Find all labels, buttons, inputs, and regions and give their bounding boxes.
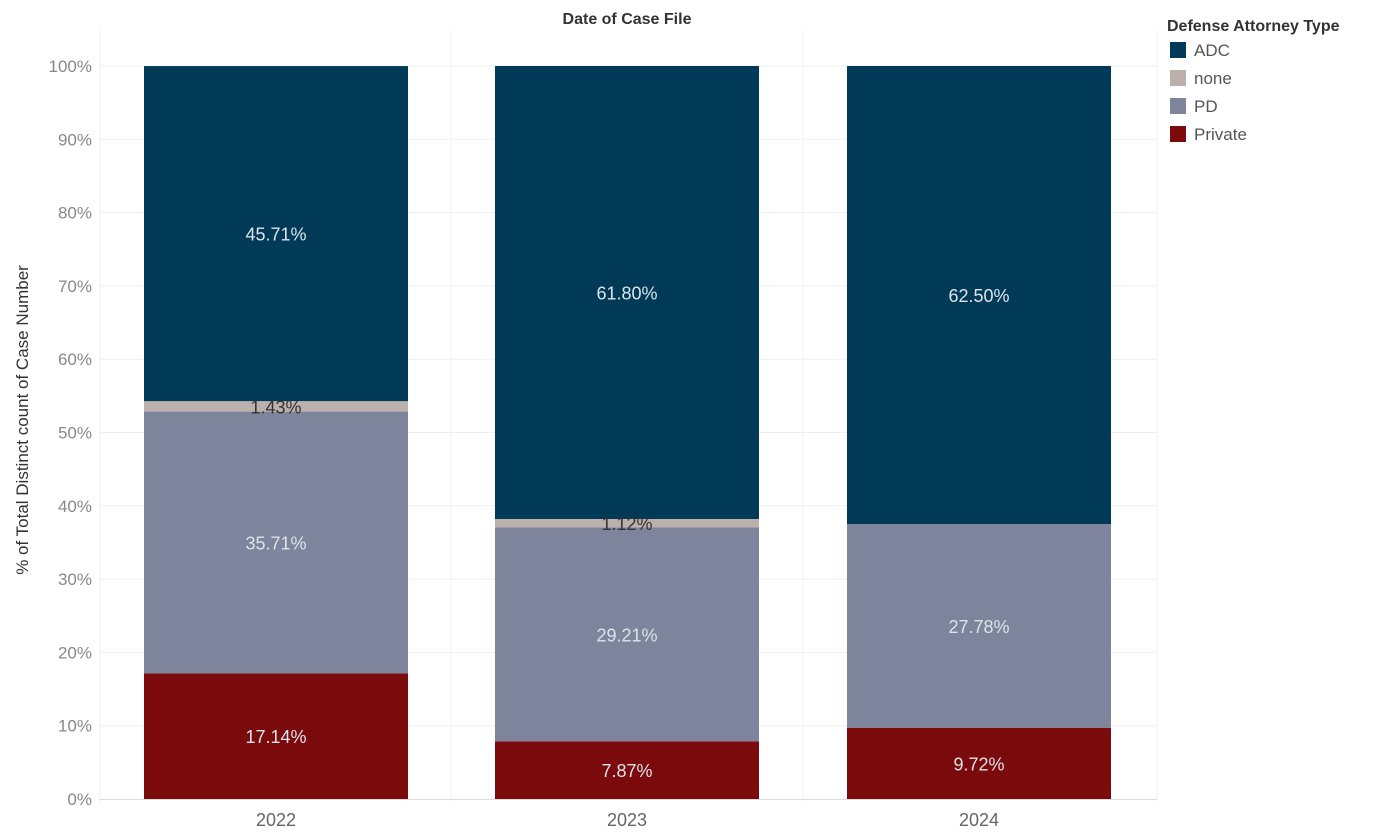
legend-swatch-adc (1170, 42, 1186, 58)
y-tick-label: 40% (58, 497, 92, 516)
y-tick-label: 20% (58, 643, 92, 662)
data-label: 27.78% (948, 617, 1009, 637)
legend-label-none: none (1194, 69, 1232, 88)
y-tick-label: 30% (58, 570, 92, 589)
y-tick-label: 60% (58, 350, 92, 369)
legend-label-adc: ADC (1194, 41, 1230, 60)
x-tick-label: 2022 (256, 810, 296, 828)
data-label: 45.71% (245, 225, 306, 245)
legend-swatch-pd (1170, 98, 1186, 114)
x-tick-label: 2023 (607, 810, 647, 828)
data-label: 7.87% (601, 761, 652, 781)
legend-swatch-none (1170, 70, 1186, 86)
legend: Defense Attorney Type ADC none PD Private (1167, 18, 1340, 144)
data-label: 29.21% (596, 625, 657, 645)
y-tick-label: 0% (67, 790, 92, 809)
bars-layer (144, 66, 1111, 799)
y-tick-label: 100% (49, 57, 92, 76)
y-tick-label: 90% (58, 130, 92, 149)
data-label: 61.80% (596, 283, 657, 303)
data-label: 35.71% (245, 533, 306, 553)
y-tick-label: 50% (58, 424, 92, 443)
y-tick-label: 10% (58, 717, 92, 736)
legend-swatch-private (1170, 126, 1186, 142)
chart-title: Date of Case File (563, 11, 692, 28)
y-tick-label: 70% (58, 277, 92, 296)
data-label: 1.12% (601, 514, 652, 534)
y-axis-label: % of Total Distinct count of Case Number (13, 265, 32, 575)
legend-label-pd: PD (1194, 97, 1218, 116)
y-tick-label: 80% (58, 204, 92, 223)
data-label: 9.72% (953, 754, 1004, 774)
data-label: 17.14% (245, 727, 306, 747)
legend-label-private: Private (1194, 125, 1247, 144)
x-tick-label: 2024 (959, 810, 999, 828)
data-label: 62.50% (948, 286, 1009, 306)
legend-title: Defense Attorney Type (1167, 18, 1340, 35)
data-label: 1.43% (250, 397, 301, 417)
legend-items: ADC none PD Private (1170, 41, 1247, 144)
